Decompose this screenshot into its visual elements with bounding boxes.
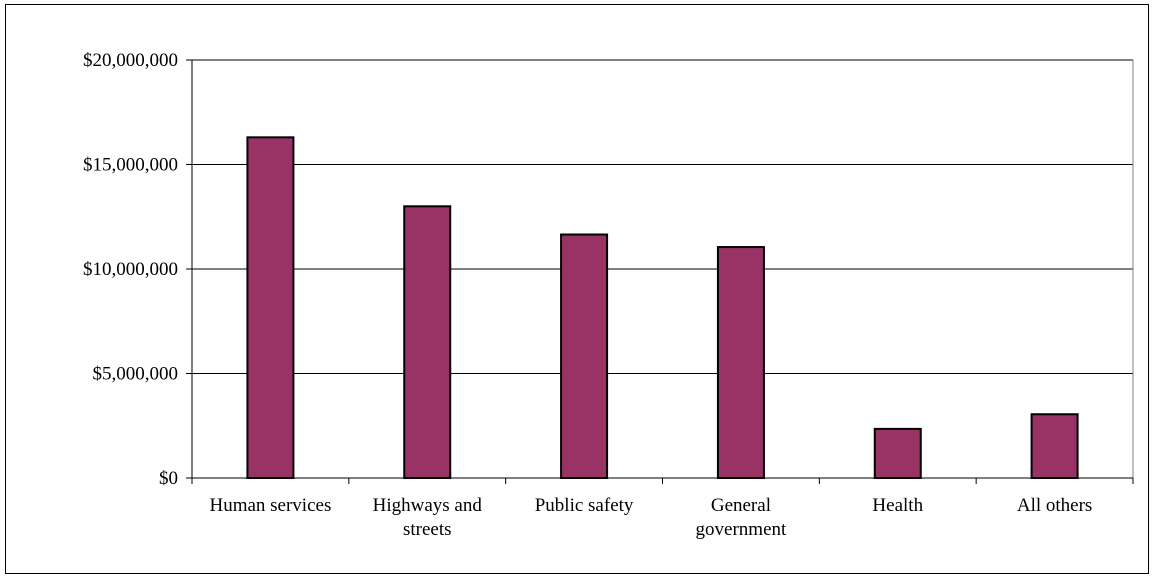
y-tick-label: $5,000,000 <box>93 364 179 385</box>
y-axis-tick-labels: $0 $5,000,000 $10,000,000 $15,000,000 $20,00… <box>83 50 178 489</box>
bar <box>246 136 295 480</box>
bar <box>403 205 452 480</box>
y-tick-label: $15,000,000 <box>83 155 178 176</box>
bar <box>716 246 765 479</box>
axes <box>186 59 1134 484</box>
y-tick-label: $10,000,000 <box>83 259 178 280</box>
x-category-label: streets <box>403 519 452 540</box>
x-category-label: General <box>711 495 771 516</box>
y-tick-label: $0 <box>159 468 178 489</box>
x-category-label: Health <box>872 495 923 516</box>
x-axis-category-labels: Human services Highways and streets Public … <box>209 495 1092 540</box>
y-tick-label: $20,000,000 <box>83 50 178 71</box>
bar <box>1030 413 1079 480</box>
x-category-label: Public safety <box>535 495 634 516</box>
x-category-label: government <box>696 519 787 540</box>
gridlines <box>192 59 1133 374</box>
x-category-label: All others <box>1017 495 1092 516</box>
bar <box>873 427 922 480</box>
bar <box>560 233 609 479</box>
x-category-label: Highways and <box>373 495 483 516</box>
x-category-label: Human services <box>209 495 331 516</box>
bars <box>246 136 1079 480</box>
